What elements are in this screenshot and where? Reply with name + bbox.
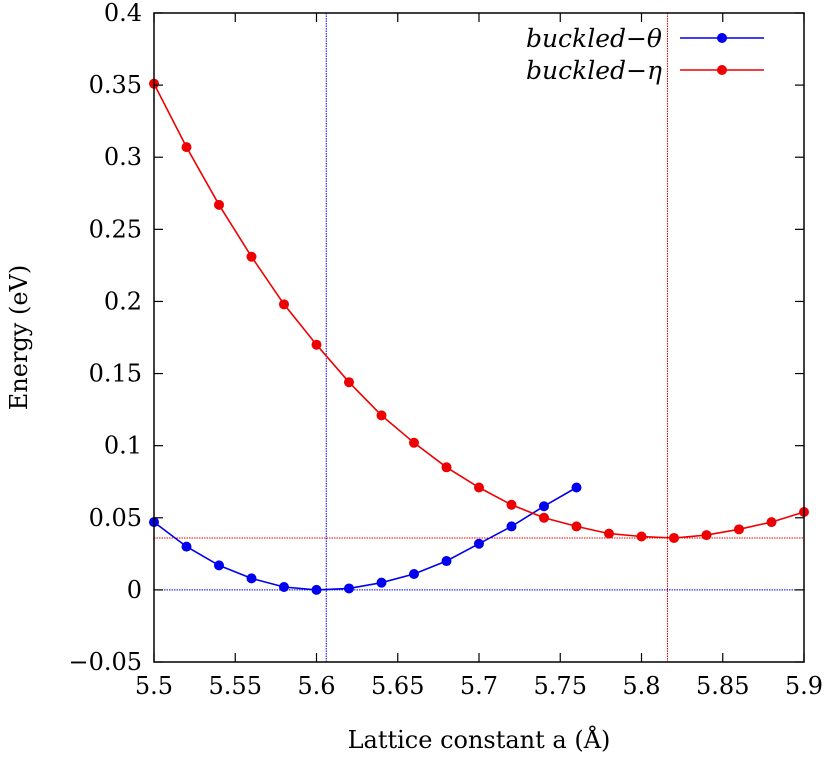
y-tick-label: 0.15: [89, 360, 142, 388]
y-tick-label: 0.1: [104, 432, 142, 460]
series-0-point: [441, 556, 452, 567]
series-0-point: [474, 538, 484, 549]
series-0-point: [279, 582, 289, 593]
series-1-point: [669, 532, 679, 543]
series-1-point: [766, 517, 777, 528]
series-layer: [149, 78, 809, 595]
x-axis-label: Lattice constant a (Å): [348, 725, 611, 754]
series-1-point: [474, 482, 484, 493]
series-1-point: [506, 499, 517, 510]
x-tick-label: 5.5: [135, 672, 173, 700]
x-tick-label: 5.9: [785, 672, 823, 700]
x-tick-label: 5.65: [371, 672, 424, 700]
y-tick-label: 0.05: [89, 504, 142, 532]
series-0-point: [409, 569, 419, 580]
series-0-point: [246, 573, 257, 584]
x-tick-label: 5.85: [696, 672, 749, 700]
series-1-point: [214, 199, 224, 210]
series-0-point: [344, 583, 354, 594]
series-0-point: [571, 482, 582, 493]
y-tick-label: −0.05: [68, 648, 142, 676]
y-tick-label: 0.35: [89, 71, 142, 99]
series-0-point: [506, 521, 517, 532]
reference-lines: [154, 13, 804, 662]
series-0-point: [311, 584, 322, 595]
x-tick-label: 5.55: [209, 672, 262, 700]
x-tick-label: 5.7: [460, 672, 498, 700]
series-1-point: [701, 530, 712, 541]
y-axis-label: Energy (eV): [5, 265, 33, 410]
series-1-point: [571, 521, 582, 532]
series-1-point: [441, 462, 452, 473]
series-1-point: [539, 512, 549, 523]
x-tick-label: 5.6: [297, 672, 335, 700]
legend-label-1: buckled−η: [526, 56, 662, 85]
series-1-point: [246, 251, 257, 262]
y-tick-label: 0.4: [104, 0, 142, 27]
series-1-point: [636, 531, 647, 542]
series-1-point: [604, 528, 614, 539]
y-tick-label: 0.2: [104, 287, 142, 315]
series-1-point: [376, 410, 387, 421]
axis-ticks: 5.5 5.55 5.6 5.65 5.7 5.75 5.8 5.85 5.9 −0.05 0 0.0…: [68, 0, 823, 700]
series-0-point: [214, 560, 224, 571]
series-1-point: [181, 142, 192, 153]
series-1-point: [279, 299, 289, 310]
series-line-1: [153, 83, 805, 539]
y-tick-label: 0.3: [104, 143, 142, 171]
series-0-point: [181, 541, 192, 552]
plot-frame: [153, 12, 805, 663]
y-tick-label: 0.25: [89, 215, 142, 243]
legend-label-0: buckled−θ: [526, 24, 662, 53]
series-0-point: [539, 501, 549, 512]
x-tick-label: 5.8: [622, 672, 660, 700]
series-0-point: [376, 577, 387, 588]
series-1-point: [734, 524, 744, 535]
y-tick-label: 0: [127, 576, 142, 604]
legend-marker-0: [717, 33, 727, 43]
legend-marker-1: [717, 65, 727, 75]
x-tick-label: 5.75: [534, 672, 587, 700]
legend: buckled−θ buckled−η: [526, 24, 764, 85]
series-1-point: [409, 437, 419, 448]
series-line-0: [153, 486, 577, 591]
series-1-point: [344, 377, 354, 388]
series-1-point: [311, 339, 322, 350]
